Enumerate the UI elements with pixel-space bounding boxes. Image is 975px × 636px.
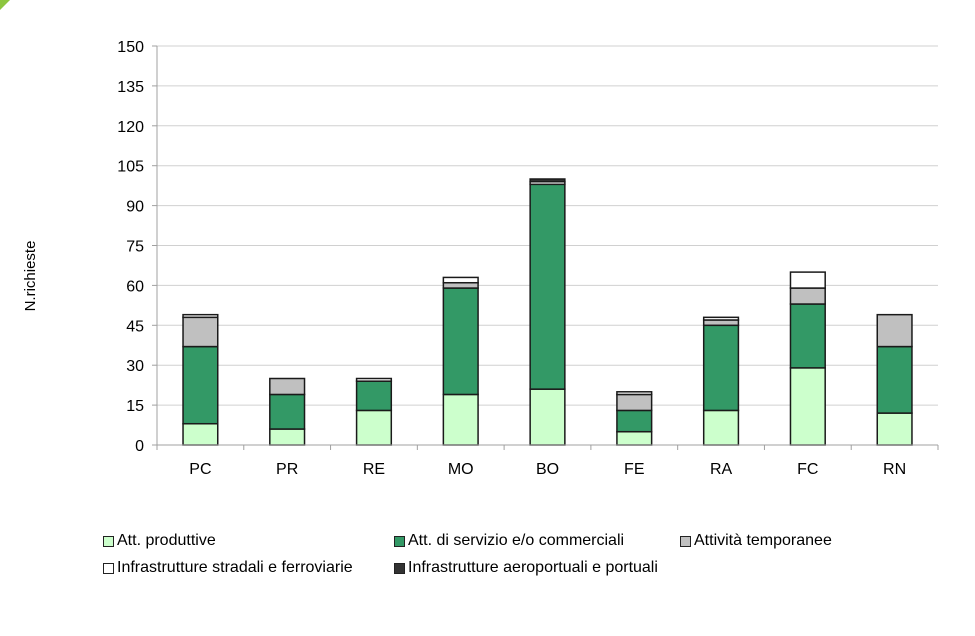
- legend-item-attivita-temporanee: Attività temporanee: [680, 532, 832, 550]
- bar-segment-fe-2: [616, 393, 653, 412]
- bar-segment-fe-3: [616, 391, 653, 396]
- y-tick-label: 135: [117, 79, 144, 96]
- legend-item-att-produttive: Att. produttive: [103, 532, 216, 550]
- bar-segment-bo-1: [529, 183, 566, 390]
- x-tick-label: MO: [448, 461, 474, 478]
- legend-label: Infrastrutture stradali e ferroviarie: [117, 559, 353, 576]
- bar-segment-ra-0: [702, 409, 740, 446]
- bar-segment-re-0: [355, 409, 393, 446]
- bar-segment-re-1: [355, 380, 393, 412]
- bar-segment-mo-2: [442, 281, 479, 289]
- y-tick-label: 75: [126, 239, 144, 256]
- x-tick-label: RE: [363, 461, 385, 478]
- y-tick-label: 150: [117, 39, 144, 56]
- legend-label: Att. di servizio e/o commerciali: [408, 532, 625, 549]
- bar-segment-fe-1: [616, 409, 653, 433]
- bars: [182, 178, 913, 446]
- y-axis-ticks: 0 15 30 45 60 75 90 105 120 135 150: [117, 39, 157, 455]
- axes: [156, 46, 939, 450]
- bar-segment-pr-2: [269, 377, 306, 396]
- bar-segment-mo-1: [442, 287, 479, 396]
- bar-segment-bo-4: [529, 178, 566, 183]
- bar-segment-pr-0: [269, 428, 306, 446]
- legend-swatch: [394, 535, 405, 547]
- y-axis-label: N.richieste: [22, 241, 39, 312]
- y-tick-label: 105: [117, 159, 144, 176]
- bar-segment-pc-1: [182, 345, 219, 425]
- y-tick-label: 30: [126, 358, 144, 375]
- x-tick-label: RA: [710, 461, 733, 478]
- legend-item-att-servizio: Att. di servizio e/o commerciali: [394, 532, 624, 550]
- x-tick-label: PC: [189, 461, 211, 478]
- legend-label: Attività temporanee: [694, 532, 832, 549]
- bar-segment-ra-1: [702, 324, 740, 412]
- legend-item-infrastrutture-stradali: Infrastrutture stradali e ferroviarie: [103, 559, 353, 577]
- y-tick-label: 45: [126, 318, 144, 335]
- x-tick-label: FE: [624, 461, 644, 478]
- legend-label: Infrastrutture aeroportuali e portuali: [408, 559, 658, 576]
- bar-segment-fc-3: [789, 271, 826, 289]
- legend-item-infrastrutture-aeroportuali: Infrastrutture aeroportuali e portuali: [394, 559, 658, 577]
- bar-segment-pc-2: [182, 316, 219, 348]
- bar-segment-fc-1: [789, 303, 826, 369]
- legend-label: Att. produttive: [117, 532, 216, 549]
- bar-segment-fc-2: [789, 287, 826, 305]
- bar-segment-ra-3: [702, 316, 740, 321]
- legend-swatch: [680, 535, 691, 547]
- legend-swatch: [103, 562, 114, 574]
- bar-segment-fc-0: [789, 367, 826, 446]
- bar-segment-rn-0: [876, 412, 913, 446]
- y-tick-label: 120: [117, 119, 144, 136]
- x-tick-label: RN: [883, 461, 906, 478]
- x-tick-label: BO: [536, 461, 559, 478]
- bar-segment-mo-0: [442, 393, 479, 446]
- y-tick-label: 15: [126, 398, 144, 415]
- bar-segment-rn-2: [876, 313, 913, 348]
- x-axis-labels: PC PR RE MO BO FE RA FC RN: [189, 461, 906, 478]
- y-tick-label: 0: [135, 438, 144, 455]
- bar-segment-rn-1: [876, 345, 913, 414]
- bar-segment-mo-3: [442, 276, 479, 284]
- bar-segment-re-3: [355, 377, 393, 382]
- y-tick-label: 60: [126, 278, 144, 295]
- legend-swatch: [394, 562, 405, 574]
- bar-segment-pc-3: [182, 313, 219, 319]
- corner-decoration: [0, 0, 10, 10]
- bar-segment-bo-0: [529, 388, 566, 446]
- bar-segment-ra-2: [702, 319, 740, 327]
- bar-segment-fe-0: [616, 430, 653, 446]
- bar-segment-pc-0: [182, 422, 219, 446]
- x-tick-label: PR: [276, 461, 298, 478]
- y-tick-label: 90: [126, 199, 144, 216]
- legend-swatch: [103, 535, 114, 547]
- x-tick-label: FC: [797, 461, 818, 478]
- bar-segment-pr-1: [269, 393, 306, 430]
